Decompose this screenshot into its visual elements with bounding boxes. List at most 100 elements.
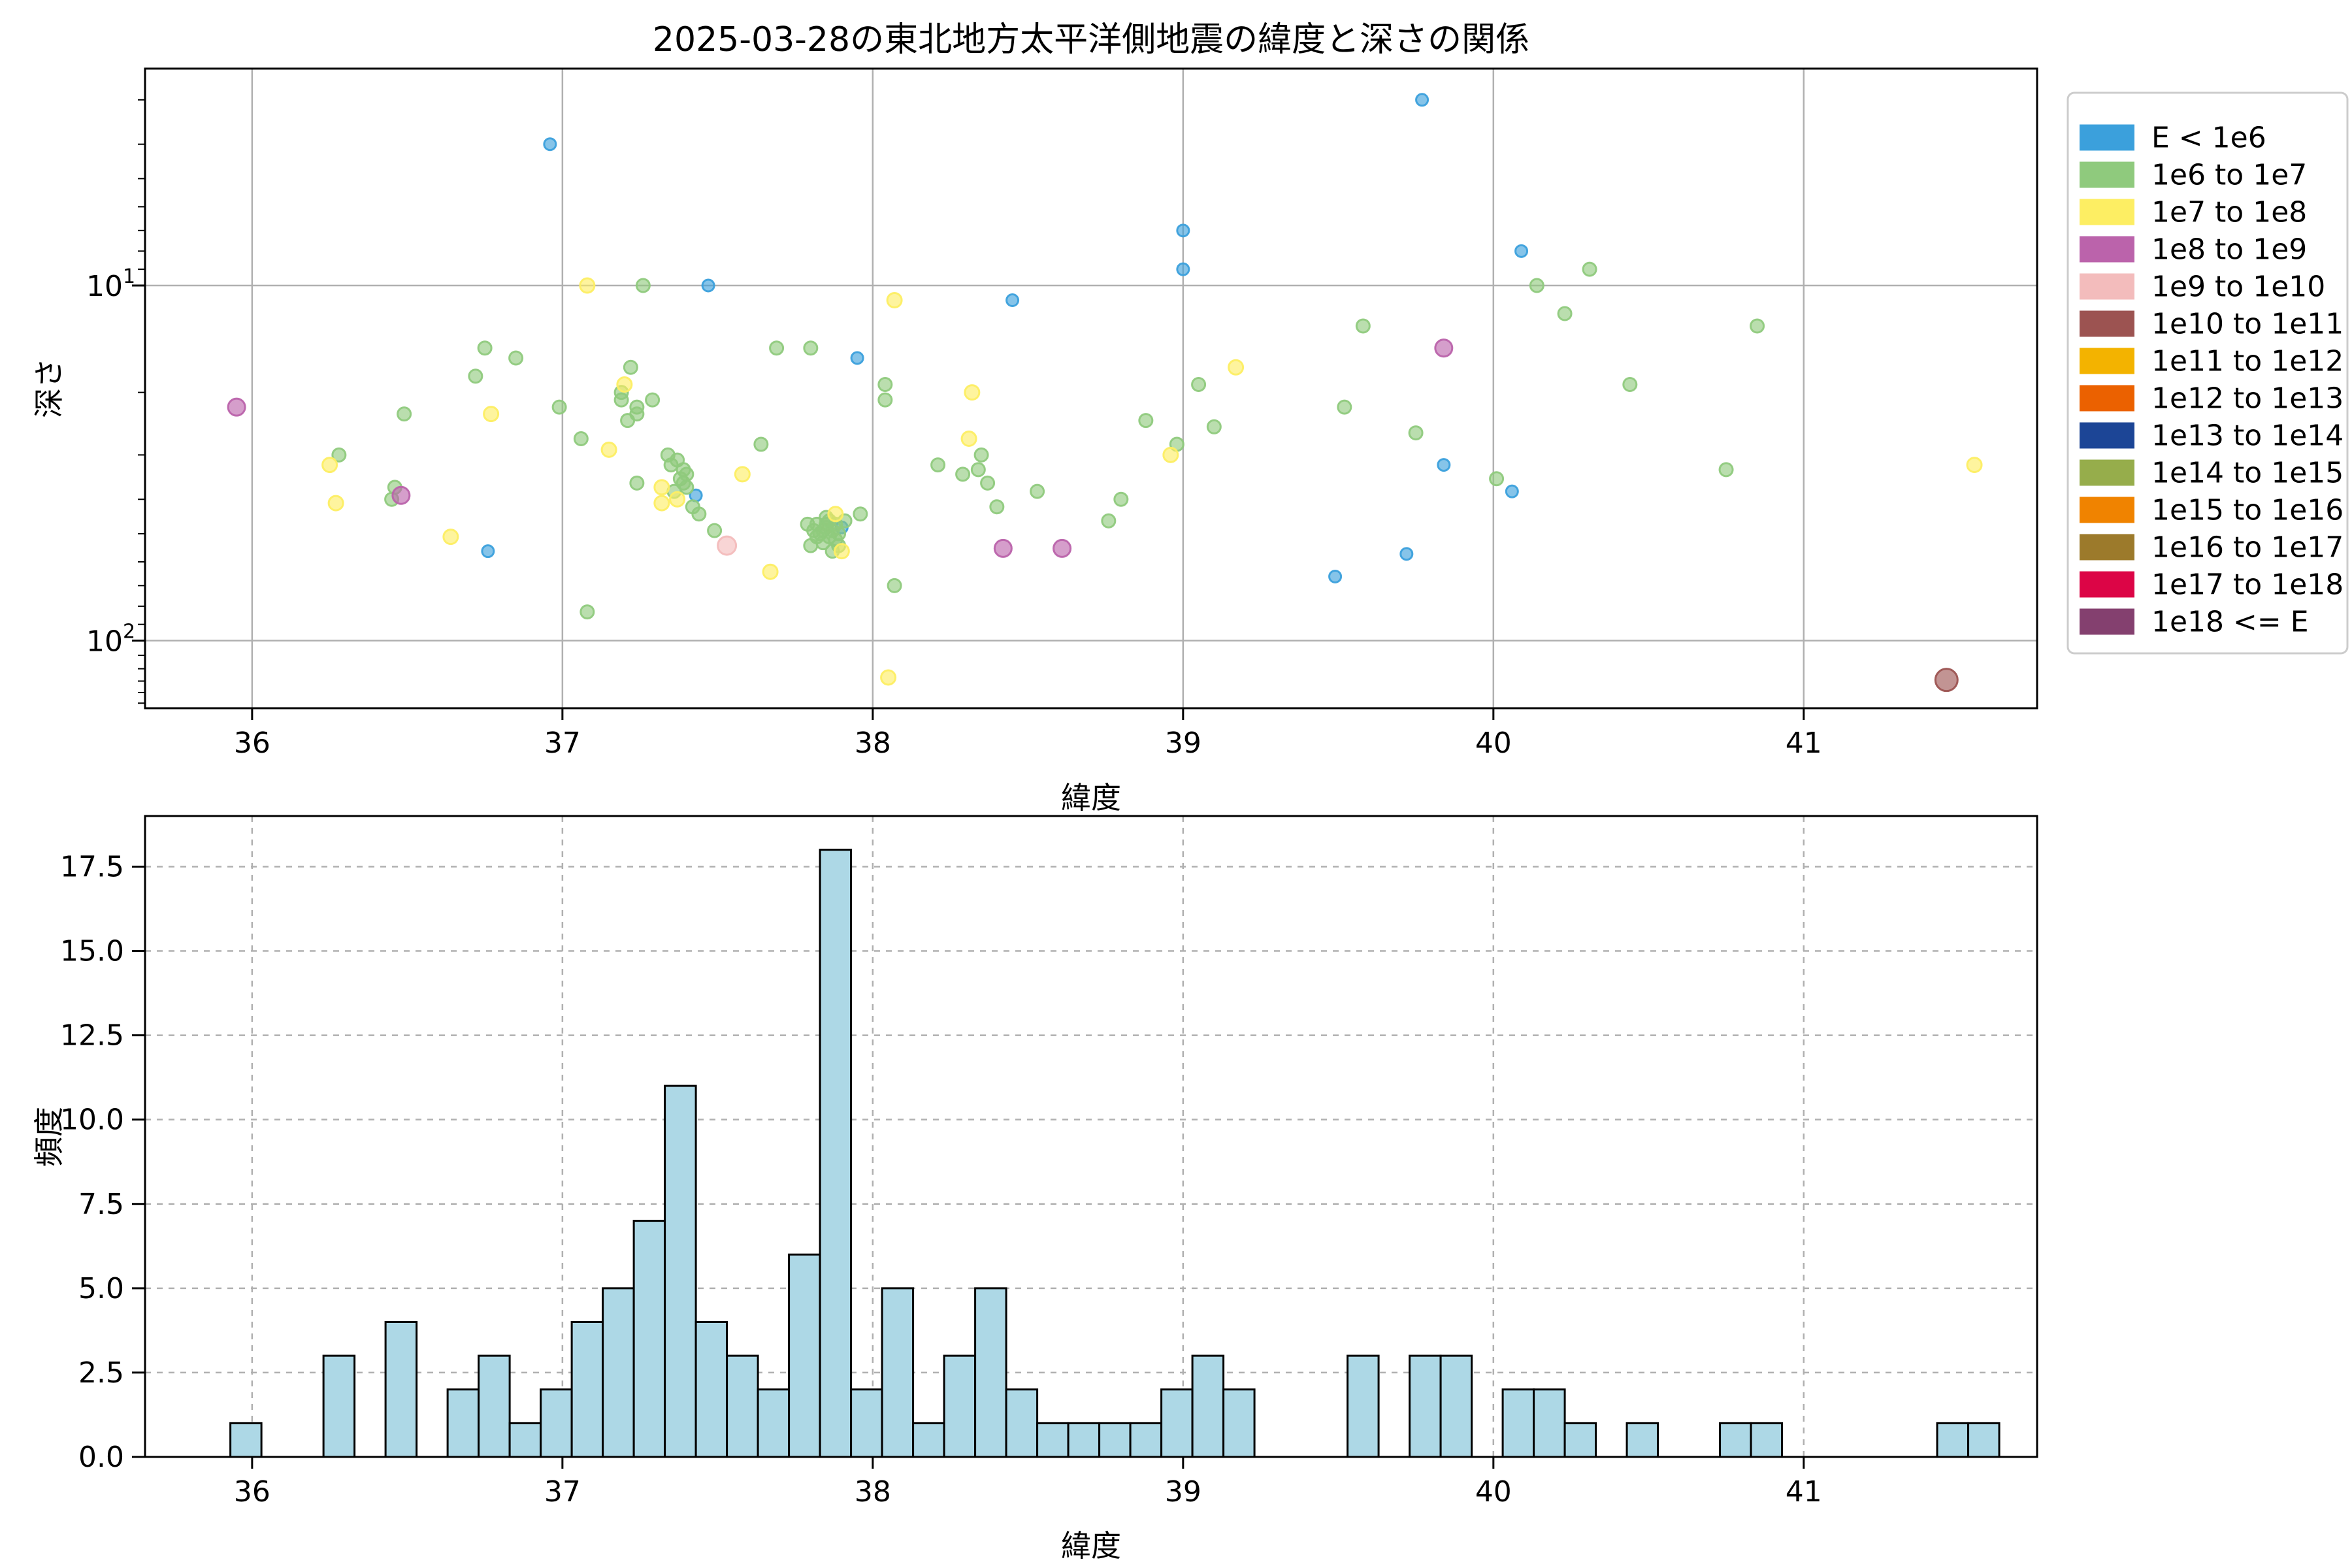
bottom-y-tick-label: 12.5: [60, 1019, 124, 1053]
histogram-bar: [1719, 1422, 1752, 1458]
histogram-bar: [1036, 1422, 1070, 1458]
scatter-point: [327, 495, 344, 512]
scatter-point: [980, 475, 996, 491]
scatter-point: [391, 485, 411, 505]
bottom-y-tick-label: 5.0: [78, 1272, 124, 1305]
scatter-point: [600, 441, 617, 458]
scatter-point: [1415, 93, 1429, 107]
scatter-point: [1206, 419, 1222, 434]
scatter-point: [850, 351, 864, 365]
scatter-point: [877, 377, 893, 393]
scatter-point: [669, 491, 686, 508]
scatter-point: [616, 376, 633, 393]
histogram-bar: [446, 1388, 480, 1458]
legend-label: 1e14 to 1e15: [2151, 457, 2344, 490]
bottom-y-tick-label: 0.0: [78, 1441, 124, 1474]
scatter-point: [321, 457, 338, 474]
scatter-point: [887, 578, 902, 593]
legend-swatch: [2080, 161, 2134, 188]
bottom-y-tick-label: 10.0: [60, 1103, 124, 1137]
scatter-point: [769, 340, 785, 356]
bottom-y-tick-label: 7.5: [78, 1188, 124, 1221]
scatter-point: [508, 350, 524, 366]
scatter-point: [227, 397, 246, 417]
scatter-point: [1718, 462, 1734, 478]
scatter-point: [468, 368, 483, 384]
bottom-x-tick-label: 37: [544, 1475, 581, 1509]
scatter-point: [1030, 483, 1045, 499]
scatter-point: [1505, 484, 1519, 498]
scatter-point: [955, 466, 971, 482]
scatter-point: [960, 430, 977, 447]
scatter-point: [1162, 446, 1179, 463]
scatter-point: [1514, 244, 1529, 258]
scatter-point: [629, 475, 645, 491]
scatter-point: [1228, 359, 1245, 376]
scatter-point: [1005, 293, 1020, 308]
legend-swatch: [2080, 608, 2134, 635]
scatter-point: [877, 392, 893, 408]
scatter-point: [1176, 262, 1190, 276]
legend-swatch: [2080, 236, 2134, 263]
legend-swatch: [2080, 310, 2134, 337]
scatter-point: [653, 495, 670, 512]
scatter-point: [1355, 318, 1371, 334]
scatter-point: [442, 529, 459, 546]
scatter-point: [1113, 491, 1129, 507]
top-x-tick-label: 39: [1165, 727, 1201, 760]
scatter-point: [580, 604, 595, 620]
scatter-point: [679, 480, 694, 495]
top-plot-axes: 36 37 38 39 40 41 101 102: [86, 67, 2038, 760]
histogram-bar: [1625, 1422, 1659, 1458]
scatter-point: [481, 544, 495, 559]
legend-label: 1e18 <= E: [2151, 606, 2309, 639]
histogram-bar: [1936, 1422, 1970, 1458]
legend-label: 1e15 to 1e16: [2151, 494, 2344, 527]
histogram-bar: [1160, 1388, 1194, 1458]
scatter-point: [551, 399, 567, 415]
scatter-point: [827, 506, 844, 523]
scatter-point: [993, 538, 1013, 558]
scatter-point: [989, 499, 1005, 515]
legend-swatch: [2080, 199, 2134, 225]
top-y-axis-label: 深さ: [31, 358, 67, 418]
top-y-tick-label: 101: [86, 265, 135, 303]
scatter-point: [1408, 425, 1424, 441]
legend-swatch: [2080, 571, 2134, 598]
scatter-point: [1934, 668, 1959, 693]
legend-swatch: [2080, 273, 2134, 300]
bottom-plot-grid: [145, 816, 2037, 1458]
histogram-bar: [943, 1354, 977, 1458]
legend-swatch: [2080, 348, 2134, 374]
scatter-point: [803, 340, 819, 356]
legend-label: 1e10 to 1e11: [2151, 308, 2344, 341]
top-x-tick-label: 41: [1786, 727, 1822, 760]
histogram-bar: [1191, 1354, 1225, 1458]
histogram-bar: [850, 1388, 883, 1458]
legend: E < 1e6 1e6 to 1e7 1e7 to 1e8 1e8 to 1e91e9…: [2066, 91, 2349, 655]
histogram-bar: [478, 1354, 511, 1458]
scatter-point: [1489, 471, 1505, 487]
histogram-bar: [508, 1422, 542, 1458]
legend-label: 1e11 to 1e12: [2151, 345, 2344, 378]
scatter-point: [483, 406, 500, 423]
scatter-point: [691, 506, 707, 522]
scatter-point: [970, 462, 986, 478]
scatter-point: [1191, 377, 1207, 393]
top-x-tick-label: 38: [855, 727, 891, 760]
bottom-y-tick-label: 15.0: [60, 935, 124, 968]
scatter-point: [635, 278, 651, 293]
histogram-bar: [726, 1354, 759, 1458]
scatter-point: [1434, 338, 1454, 358]
histogram-bar: [1098, 1422, 1132, 1458]
histogram-bar: [570, 1320, 604, 1458]
histogram-bar: [819, 849, 853, 1458]
scatter-point: [1750, 318, 1765, 334]
top-x-tick-label: 36: [234, 727, 270, 760]
scatter-point: [1437, 458, 1451, 472]
histogram-bar: [1967, 1422, 2001, 1458]
scatter-point: [623, 359, 638, 375]
scatter-point: [1966, 457, 1983, 474]
